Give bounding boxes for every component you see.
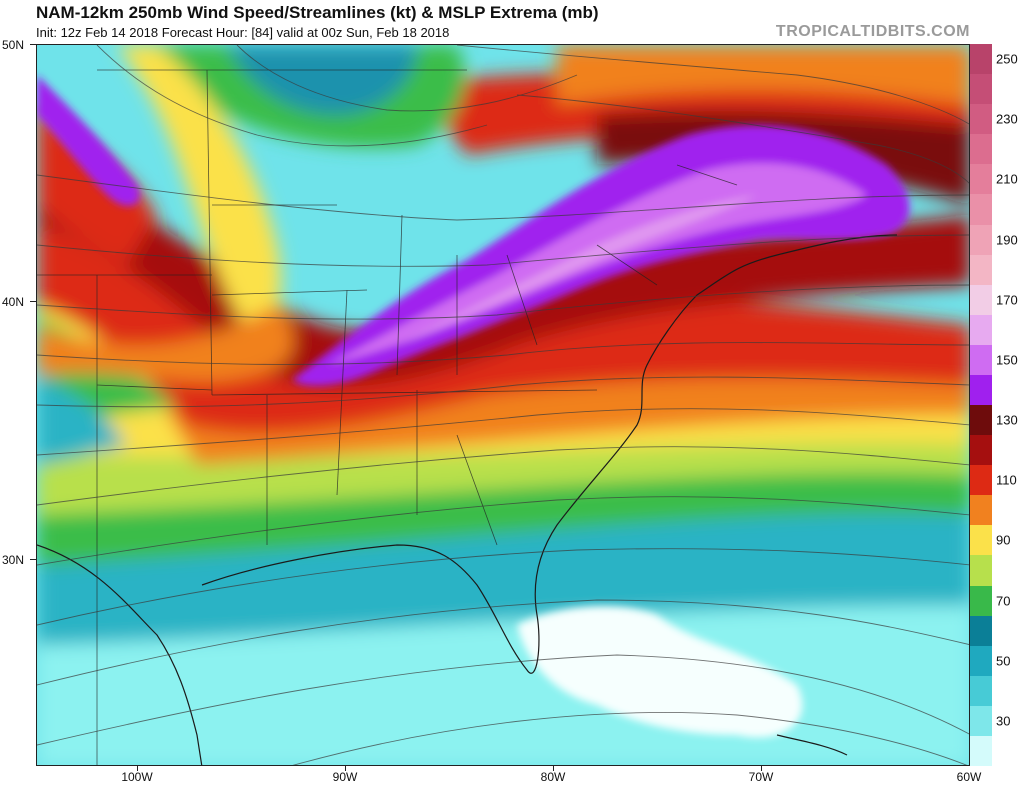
- colorbar-label: 150: [996, 352, 1018, 368]
- lon-tick-70w: [761, 766, 762, 771]
- colorbar-label: 50: [996, 653, 1011, 669]
- colorbar-swatch: [970, 284, 992, 316]
- state-borders: [37, 69, 738, 765]
- lon-tick-80w: [553, 766, 554, 771]
- colorbar-swatch: [970, 525, 992, 556]
- site-credit: TROPICALTIDBITS.COM: [775, 23, 970, 40]
- colorbar-swatch: [970, 735, 992, 767]
- colorbar-swatch: [970, 194, 992, 225]
- map-subtitle: Init: 12z Feb 14 2018 Forecast Hour: [84…: [36, 25, 450, 40]
- colorbar-swatch: [970, 104, 992, 135]
- lat-tick-30n: [30, 559, 36, 560]
- colorbar-swatch: [970, 344, 992, 376]
- colorbar-label: 250: [996, 51, 1018, 67]
- lon-label-60w: 60W: [956, 770, 982, 784]
- lon-label-90w: 90W: [332, 770, 358, 784]
- colorbar-swatch: [970, 645, 992, 677]
- colorbar-swatch: [970, 74, 992, 105]
- lon-label-80w: 80W: [540, 770, 566, 784]
- colorbar-swatch: [970, 224, 992, 256]
- colorbar-label: 130: [996, 412, 1018, 428]
- colorbar-swatch: [970, 615, 992, 647]
- lat-label-30n: 30N: [2, 553, 25, 567]
- map-canvas: [37, 45, 969, 765]
- colorbar-swatch: [970, 405, 992, 436]
- colorbar-swatch: [970, 705, 992, 737]
- colorbar-label: 170: [996, 292, 1018, 308]
- streamlines: [37, 45, 969, 765]
- map-title: NAM-12km 250mb Wind Speed/Streamlines (k…: [36, 3, 599, 22]
- colorbar-label: 230: [996, 111, 1018, 127]
- lon-label-70w: 70W: [748, 770, 774, 784]
- lat-tick-40n: [30, 301, 36, 302]
- colorbar-swatch: [970, 555, 992, 586]
- colorbar-swatch: [970, 314, 992, 346]
- colorbar-swatch: [970, 374, 992, 406]
- lat-label-50n: 50N: [2, 38, 25, 52]
- colorbar-swatch: [970, 465, 992, 496]
- colorbar-swatch: [970, 435, 992, 466]
- colorbar-swatch: [970, 495, 992, 526]
- colorbar-swatch: [970, 134, 992, 165]
- colorbar-label: 90: [996, 532, 1011, 548]
- coastlines: [37, 234, 898, 765]
- colorbar-swatch: [970, 585, 992, 617]
- lat-label-40n: 40N: [2, 295, 25, 309]
- colorbar-label: 70: [996, 593, 1011, 609]
- colorbar-label: 190: [996, 232, 1018, 248]
- colorbar-label: 110: [996, 472, 1017, 488]
- lon-tick-90w: [345, 766, 346, 771]
- wind-speed-colorbar: 250 230 210 190 170 150 130 110 90 70 50 30: [970, 44, 1024, 767]
- northwest-jet-streak: [37, 75, 140, 206]
- colorbar-swatch: [970, 254, 992, 286]
- colorbar-label: 30: [996, 713, 1011, 729]
- low-wind-area: [517, 606, 803, 738]
- colorbar-swatch: [970, 675, 992, 707]
- wind-speed-map: 1033 H: [36, 44, 970, 766]
- colorbar-swatch: [970, 164, 992, 195]
- lon-label-100w: 100W: [121, 770, 153, 784]
- lon-tick-100w: [137, 766, 138, 771]
- colorbar-label: 210: [996, 171, 1018, 187]
- colorbar-swatch: [970, 44, 992, 75]
- lat-tick-50n: [30, 44, 36, 45]
